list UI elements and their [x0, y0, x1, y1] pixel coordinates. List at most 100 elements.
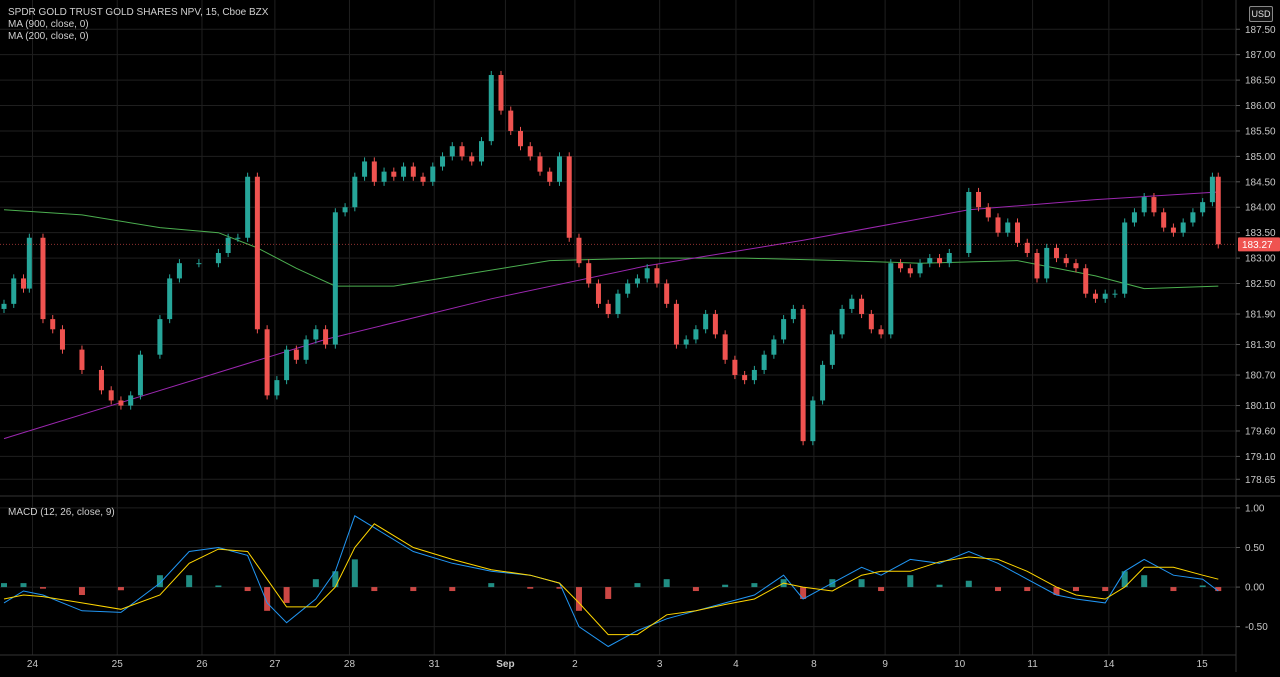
candle-body: [303, 339, 309, 360]
macd-hist-bar: [751, 583, 758, 588]
price-tick-label: 186.00: [1245, 101, 1276, 112]
macd-hist-bar: [663, 579, 670, 588]
price-tick-label: 185.00: [1245, 152, 1276, 163]
candle-body: [1092, 293, 1098, 299]
candle-body: [488, 75, 494, 142]
macd-hist-bar: [312, 579, 319, 588]
candle-body: [1, 303, 7, 309]
candle-body: [849, 298, 855, 309]
price-tick-label: 183.50: [1245, 228, 1276, 239]
candle-body: [79, 349, 85, 370]
price-tick-label: 181.90: [1245, 310, 1276, 321]
candle-body: [1161, 212, 1167, 228]
candle-body: [1170, 227, 1176, 233]
candle-body: [1044, 247, 1050, 279]
candle-body: [1131, 212, 1137, 223]
candle-body: [352, 176, 358, 208]
candle-body: [605, 303, 611, 315]
candle-body: [615, 293, 621, 315]
macd-hist-bar: [1072, 587, 1079, 592]
candle-body: [517, 130, 523, 147]
candle-body: [401, 166, 407, 177]
candle-body: [985, 207, 991, 218]
time-tick-label: Sep: [496, 659, 514, 670]
macd-tick-label: 0.50: [1245, 543, 1265, 554]
macd-hist-bar: [117, 587, 124, 591]
candle-body: [371, 161, 377, 182]
candle-body: [332, 212, 338, 345]
candle-body: [732, 359, 738, 376]
ma200-layer: [3, 209, 1219, 290]
ma900-line: [3, 191, 1219, 440]
macd-hist-bar: [488, 583, 495, 588]
macd-hist-bar: [965, 580, 972, 588]
candle-body: [1122, 222, 1128, 294]
macd-hist-bar: [186, 575, 193, 588]
candle-body: [420, 176, 426, 182]
macd-hist-bar: [527, 587, 534, 589]
candle-body: [917, 263, 923, 274]
candle-body: [712, 314, 718, 335]
macd-hist-bar: [215, 585, 222, 588]
macd-hist-bar: [634, 583, 641, 588]
macd-hist-bar: [1121, 571, 1128, 588]
ma200-legend[interactable]: MA (200, close, 0): [8, 31, 89, 42]
candle-body: [586, 263, 592, 284]
candle-body: [1209, 176, 1215, 203]
candle-body: [381, 171, 387, 182]
candle-body: [703, 314, 709, 330]
candle-body: [595, 283, 601, 304]
macd-hist-bar: [575, 587, 582, 611]
time-tick-label: 4: [733, 659, 739, 670]
candle-body: [362, 161, 368, 177]
time-tick-label: 24: [27, 659, 39, 670]
candle-body: [976, 191, 982, 208]
candle-body: [245, 176, 251, 238]
price-tick-label: 183.00: [1245, 254, 1276, 265]
candle-body: [644, 268, 650, 279]
candle-body: [459, 146, 465, 157]
currency-label[interactable]: USD: [1249, 6, 1273, 22]
candle-body: [761, 354, 767, 370]
macd-hist-bar: [605, 587, 612, 599]
candle-body: [907, 268, 913, 274]
candle-body: [888, 263, 894, 335]
time-tick-label: 8: [811, 659, 817, 670]
candle-body: [547, 171, 553, 182]
candle-body: [293, 349, 299, 360]
macd-legend[interactable]: MACD (12, 26, close, 9): [8, 507, 115, 518]
candle-body: [264, 329, 270, 396]
candle-body: [1024, 242, 1030, 253]
ma900-legend[interactable]: MA (900, close, 0): [8, 19, 89, 30]
candle-body: [566, 156, 572, 238]
macd-hist-bar: [449, 587, 456, 592]
candle-body: [927, 258, 933, 264]
candle-body: [810, 400, 816, 442]
candle-body: [829, 334, 835, 365]
grid: [0, 0, 1236, 655]
candle-body: [40, 237, 46, 320]
time-tick-label: 26: [196, 659, 208, 670]
candle-body: [167, 278, 173, 320]
time-tick-label: 25: [112, 659, 124, 670]
price-tick-label: 187.50: [1245, 25, 1276, 36]
candle-body: [1180, 222, 1186, 233]
macd-hist-bar: [39, 587, 46, 589]
macd-hist-bar: [1, 583, 7, 588]
candle-body: [215, 253, 221, 264]
macd-hist-bar: [1024, 587, 1031, 592]
macd-histogram: [1, 559, 1222, 611]
candle-body: [410, 166, 416, 177]
macd-hist-bar: [556, 587, 563, 589]
ma200-line: [3, 209, 1219, 290]
macd-hist-bar: [1102, 587, 1109, 592]
candle-body: [1102, 293, 1108, 299]
time-tick-label: 11: [1027, 659, 1038, 670]
candle-body: [274, 380, 280, 396]
candle-body: [664, 283, 670, 304]
candle-body: [108, 390, 114, 401]
candle-body: [1083, 268, 1089, 294]
candle-body: [878, 329, 884, 335]
